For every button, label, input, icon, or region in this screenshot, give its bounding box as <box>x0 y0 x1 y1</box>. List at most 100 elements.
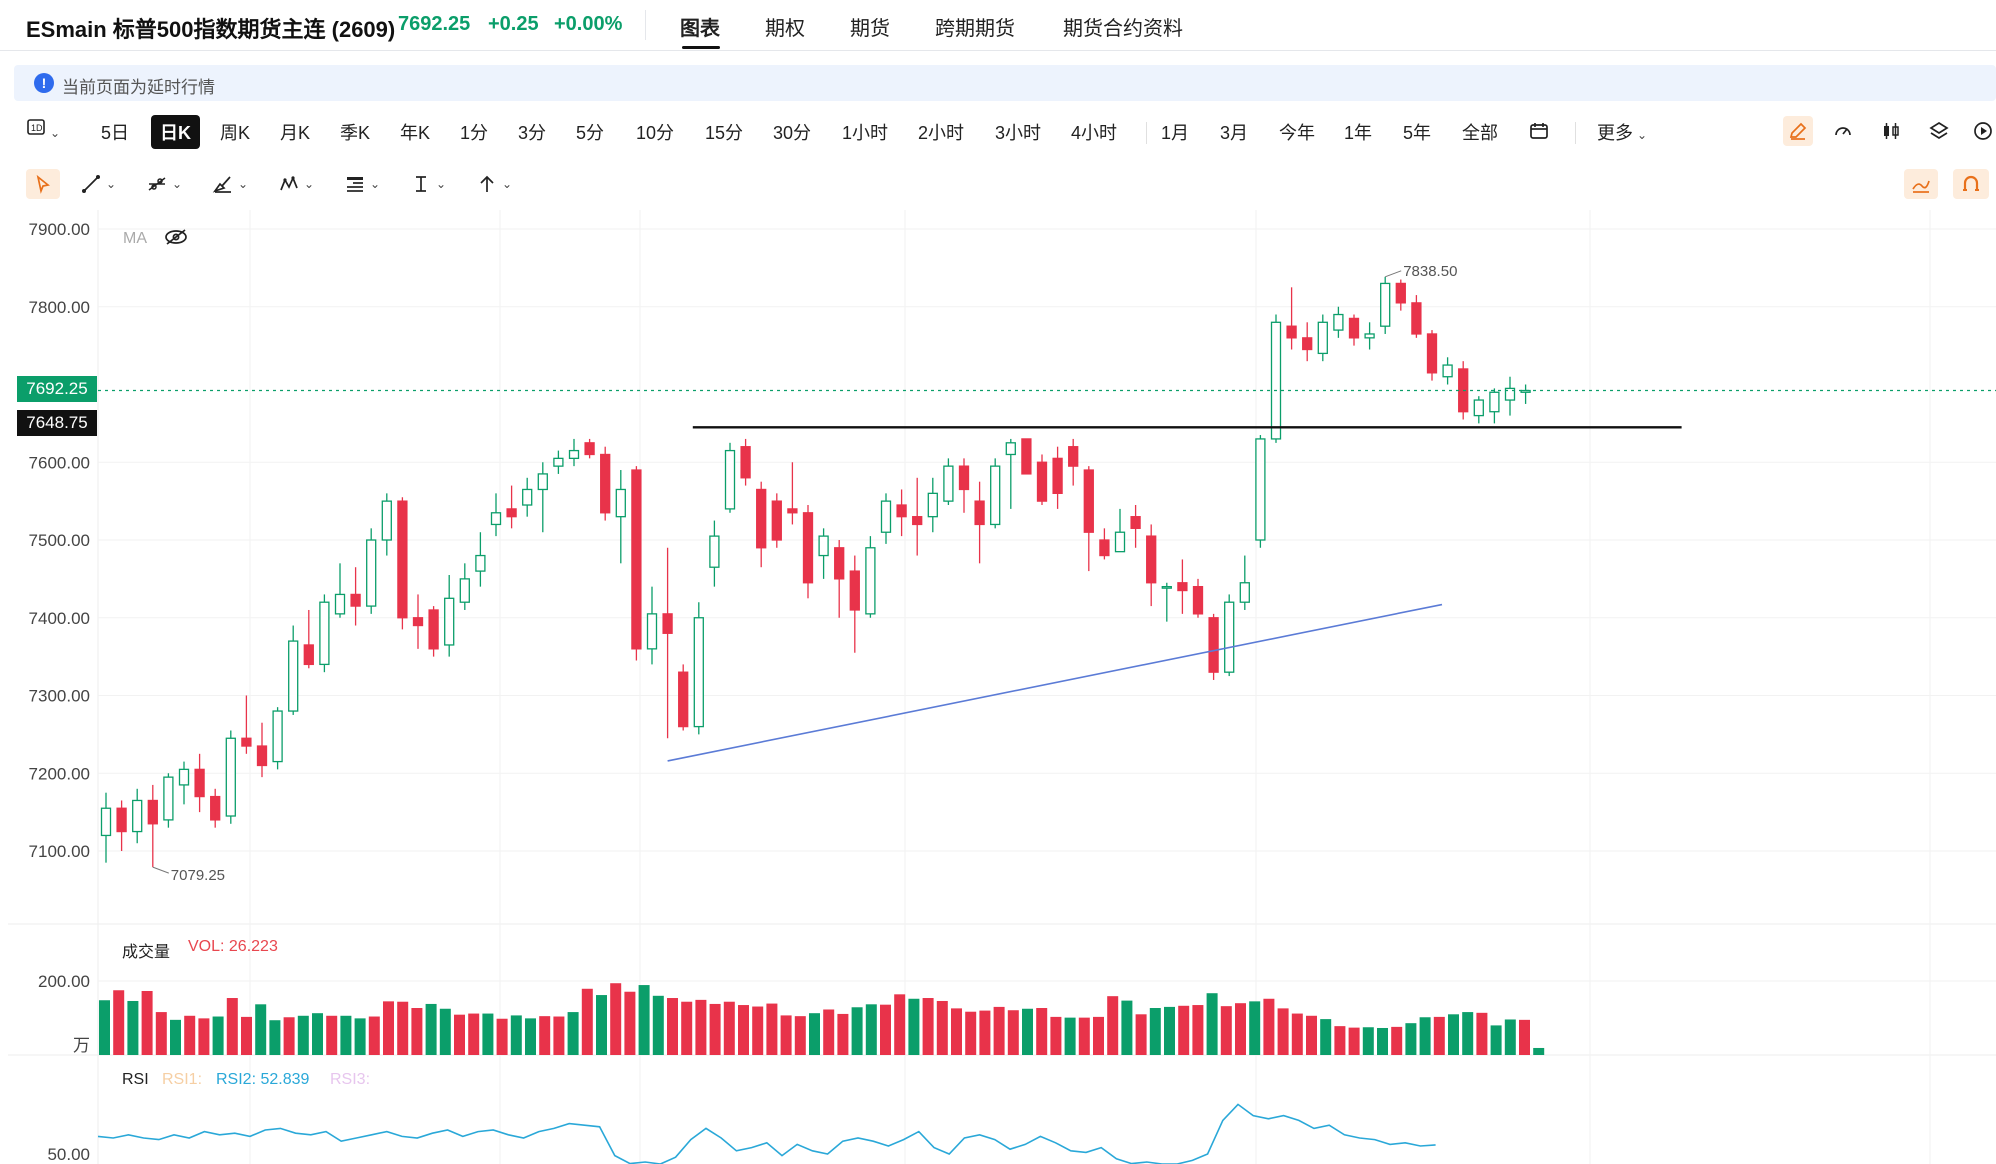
volume-bar <box>809 1013 820 1055</box>
level-price-badge: 7648.75 <box>17 410 97 436</box>
candle-body <box>615 488 626 518</box>
volume-bar <box>1235 1003 1246 1055</box>
trend-line-icon[interactable]: ⌄ <box>80 169 116 199</box>
volume-bar <box>681 1001 693 1055</box>
y-tick-label: 7500.00 <box>29 531 90 550</box>
candle-body <box>849 570 860 611</box>
replay-icon[interactable] <box>1970 118 1996 144</box>
volume-bar <box>1419 1017 1431 1055</box>
period-4h[interactable]: 4小时 <box>1071 123 1118 143</box>
candle-body <box>693 617 704 728</box>
range-1y[interactable]: 1年 <box>1344 123 1373 143</box>
eye-off-icon[interactable] <box>163 228 189 246</box>
volume-bar <box>1519 1019 1530 1055</box>
candle-body <box>1255 438 1266 541</box>
volume-bar <box>1022 1008 1033 1055</box>
chevron-down-icon: ⌄ <box>172 177 183 191</box>
period-daily[interactable]: 日K <box>151 115 200 149</box>
candle-body <box>256 745 268 767</box>
candle-body <box>1068 446 1079 467</box>
candle-body <box>1130 516 1141 529</box>
volume-bar <box>297 1015 309 1055</box>
volume-bar <box>1064 1017 1076 1055</box>
range-ytd[interactable]: 今年 <box>1279 123 1315 143</box>
period-3min[interactable]: 3分 <box>518 123 547 143</box>
range-1m[interactable]: 1月 <box>1161 123 1190 143</box>
cursor-icon[interactable] <box>26 169 60 199</box>
candle-body <box>1520 389 1531 393</box>
candle-body <box>802 512 814 584</box>
y-tick-label: 7200.00 <box>29 764 90 783</box>
brush-icon[interactable]: ⌄ <box>212 169 248 199</box>
candle-body <box>1146 535 1157 584</box>
tab-contract-info[interactable]: 期货合约资料 <box>1063 18 1183 40</box>
period-10min[interactable]: 10分 <box>636 123 675 143</box>
tab-chart[interactable]: 图表 <box>680 18 720 40</box>
delay-notice: ! 当前页面为延时行情 <box>14 65 1996 101</box>
period-3h[interactable]: 3小时 <box>995 123 1042 143</box>
volume-bar <box>1490 1025 1502 1055</box>
period-weekly[interactable]: 周K <box>220 123 251 143</box>
period-1min[interactable]: 1分 <box>460 123 489 143</box>
text-cursor-icon[interactable]: ⌄ <box>410 169 446 199</box>
volume-bar <box>1504 1019 1516 1055</box>
layers-icon[interactable] <box>1926 118 1952 144</box>
candle-body <box>834 547 845 580</box>
pattern-icon[interactable]: ⌄ <box>278 169 314 199</box>
ruler-icon[interactable] <box>1904 169 1938 199</box>
volume-bar <box>979 1010 991 1055</box>
candle-body <box>568 449 580 460</box>
pencil-icon[interactable] <box>1783 116 1813 146</box>
calendar-range-icon[interactable] <box>1526 118 1552 144</box>
volume-bar <box>965 1011 977 1055</box>
current-price-badge: 7692.25 <box>17 376 97 402</box>
tab-options[interactable]: 期权 <box>765 18 805 40</box>
candle-body <box>1099 539 1110 557</box>
period-30min[interactable]: 30分 <box>773 123 812 143</box>
vol-unit-label: 万 <box>73 1036 90 1055</box>
range-3m[interactable]: 3月 <box>1220 123 1249 143</box>
text-annotation-icon[interactable]: ⌄ <box>344 169 380 199</box>
tab-futures[interactable]: 期货 <box>850 18 890 40</box>
period-15min[interactable]: 15分 <box>705 123 744 143</box>
candle-body <box>1239 582 1250 603</box>
candle-body <box>1364 333 1375 339</box>
period-2h[interactable]: 2小时 <box>918 123 965 143</box>
period-5d[interactable]: 5日 <box>101 123 130 143</box>
magnet-icon[interactable] <box>1953 169 1989 199</box>
candle-icon[interactable] <box>1878 118 1904 144</box>
candle-body <box>100 807 112 837</box>
candle-body <box>1177 582 1188 592</box>
volume-bar <box>752 1006 764 1055</box>
volume-title: 成交量 <box>122 944 171 961</box>
volume-bar <box>539 1016 551 1055</box>
range-all[interactable]: 全部 <box>1462 123 1498 143</box>
period-monthly[interactable]: 月K <box>280 123 311 143</box>
volume-bar <box>283 1017 295 1055</box>
volume-bar <box>1476 1012 1488 1055</box>
period-1h[interactable]: 1小时 <box>842 123 889 143</box>
volume-bar <box>567 1012 579 1055</box>
volume-bar <box>454 1014 465 1055</box>
volume-bar <box>326 1015 338 1055</box>
period-quarterly[interactable]: 季K <box>340 123 371 143</box>
period-yearly[interactable]: 年K <box>400 123 431 143</box>
gauge-icon[interactable] <box>1830 118 1856 144</box>
range-5y[interactable]: 5年 <box>1403 123 1432 143</box>
volume-bar <box>1448 1014 1459 1055</box>
volume-bar <box>1263 998 1275 1055</box>
volume-bar <box>1320 1019 1332 1055</box>
volume-bar <box>993 1006 1005 1055</box>
volume-bar <box>865 1004 877 1055</box>
candle-body <box>147 799 158 825</box>
more-periods-dropdown[interactable]: 更多 ⌄ <box>1597 119 1647 145</box>
arrow-up-icon[interactable]: ⌄ <box>476 169 512 199</box>
period-5min[interactable]: 5分 <box>576 123 605 143</box>
tab-calendar-spread[interactable]: 跨期期货 <box>935 18 1015 40</box>
fib-icon[interactable]: ⌄ <box>146 169 182 199</box>
chart-style-button[interactable]: 1D ⌄ <box>26 117 60 142</box>
candle-body <box>553 457 564 467</box>
candle-body <box>1426 333 1438 374</box>
candle-body <box>1224 601 1235 673</box>
price-chart[interactable]: 7900.00 7800.00 7600.00 7500.00 7400.00 7300.… <box>0 210 1996 1164</box>
